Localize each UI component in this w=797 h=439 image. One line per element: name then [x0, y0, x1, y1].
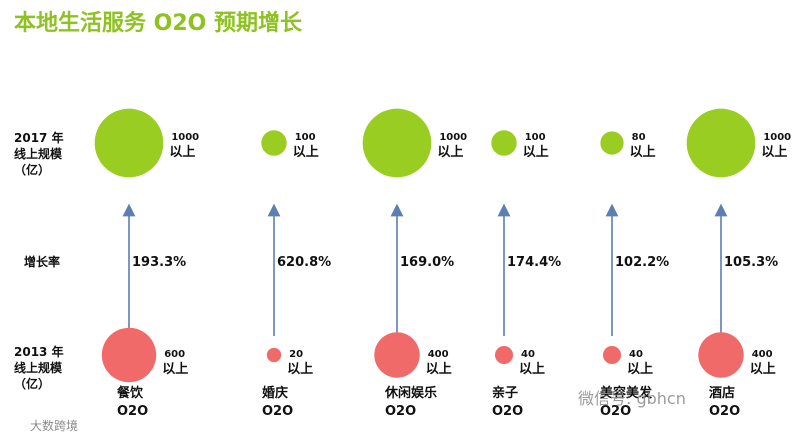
bubble-2013 — [266, 347, 282, 363]
value-suffix-2017: 以上 — [523, 145, 549, 160]
growth-rate-label: 193.3% — [132, 255, 186, 270]
category-label: 婚庆 — [262, 385, 288, 401]
chart-marks: 1000 以上 600 以上 193.3% 餐饮 O2O 100 以上 20 以上 620.8% 婚庆 O… — [94, 108, 791, 419]
category-label-o2o: O2O — [117, 404, 148, 419]
category-label: 美容美发 — [600, 385, 653, 401]
category-label: 酒店 — [709, 385, 735, 401]
bubble-2013 — [698, 332, 744, 378]
row-label-2017: 2017 年 线上规模 （亿） — [14, 130, 64, 177]
value-label-2017: 1000 — [171, 132, 199, 143]
value-label-2013: 400 — [752, 349, 773, 360]
growth-rate-label: 620.8% — [277, 255, 331, 270]
value-label-2017: 1000 — [763, 132, 791, 143]
value-suffix-2013: 以上 — [426, 362, 452, 377]
value-label-2013: 20 — [289, 349, 303, 360]
value-label-2017: 80 — [632, 132, 646, 143]
value-suffix-2017: 以上 — [293, 145, 319, 160]
value-suffix-2013: 以上 — [287, 362, 313, 377]
category-label-o2o: O2O — [709, 404, 740, 419]
row-label-2013-year: 2013 年 — [14, 344, 64, 359]
watermark-bottom-right: 微信号: gbhcn — [578, 389, 686, 408]
value-label-2013: 40 — [521, 349, 535, 360]
row-label-2017-unit: （亿） — [14, 162, 50, 177]
value-label-2017: 100 — [295, 132, 316, 143]
category-label: 餐饮 — [116, 385, 144, 401]
bubble-2017 — [362, 108, 432, 178]
bubble-2017 — [491, 130, 517, 156]
value-label-2013: 600 — [164, 349, 185, 360]
growth-rate-label: 169.0% — [400, 255, 454, 270]
bubble-2013 — [101, 327, 157, 383]
value-label-2017: 100 — [525, 132, 546, 143]
value-suffix-2013: 以上 — [750, 362, 776, 377]
bubble-2013 — [374, 332, 420, 378]
growth-rate-label: 174.4% — [507, 255, 561, 270]
value-suffix-2013: 以上 — [519, 362, 545, 377]
bubble-2017 — [94, 108, 164, 178]
category-label-o2o: O2O — [600, 404, 631, 419]
growth-rate-label: 105.3% — [724, 255, 778, 270]
value-label-2013: 400 — [428, 349, 449, 360]
category-label-o2o: O2O — [262, 404, 293, 419]
bubble-2013 — [494, 345, 514, 365]
category-label: 休闲娱乐 — [384, 385, 437, 401]
value-suffix-2017: 以上 — [761, 145, 787, 160]
value-label-2013: 40 — [629, 349, 643, 360]
row-label-2013-scale: 线上规模 — [14, 360, 63, 375]
value-suffix-2017: 以上 — [437, 145, 463, 160]
value-suffix-2013: 以上 — [162, 362, 188, 377]
row-label-growth: 增长率 — [24, 254, 60, 269]
bubble-2013 — [602, 345, 622, 365]
bubble-2017 — [261, 130, 287, 156]
value-suffix-2017: 以上 — [630, 145, 656, 160]
growth-rate-label: 102.2% — [615, 255, 669, 270]
chart-title: 本地生活服务 O2O 预期增长 — [14, 10, 303, 36]
value-label-2017: 1000 — [439, 132, 467, 143]
category-label-o2o: O2O — [492, 404, 523, 419]
value-suffix-2017: 以上 — [169, 145, 195, 160]
category-label: 亲子 — [492, 385, 518, 401]
row-label-2013-unit: （亿） — [14, 376, 50, 391]
value-suffix-2013: 以上 — [627, 362, 653, 377]
row-label-2013: 2013 年 线上规模 （亿） — [14, 344, 64, 391]
watermark-bottom-left: 大数跨境 — [30, 418, 78, 433]
category-label-o2o: O2O — [385, 404, 416, 419]
row-label-2017-year: 2017 年 — [14, 130, 64, 145]
bubble-2017 — [686, 108, 756, 178]
row-label-2017-scale: 线上规模 — [14, 146, 63, 161]
bubble-2017 — [600, 131, 624, 155]
